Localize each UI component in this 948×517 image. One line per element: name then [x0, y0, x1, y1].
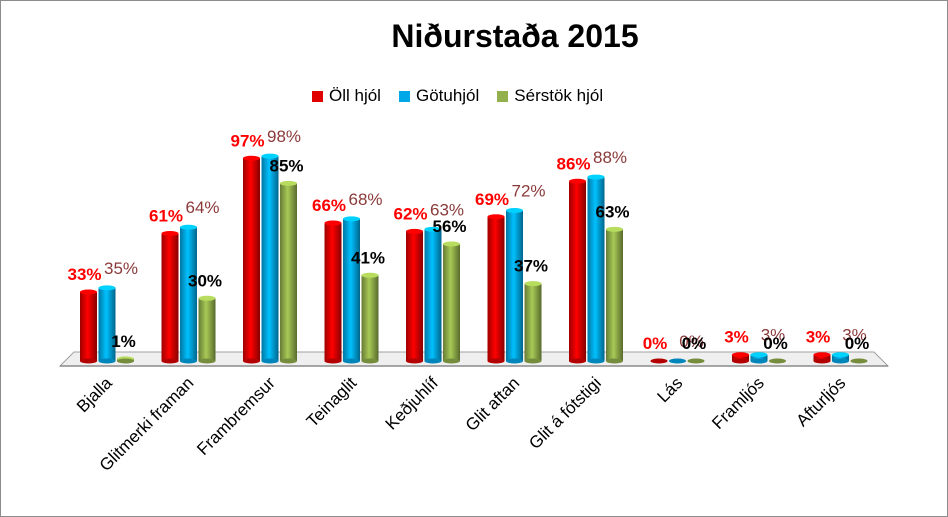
bar-all-bikes-9: [813, 352, 831, 364]
legend-label-street-bikes: Götuhjól: [415, 86, 480, 105]
bar-street-bikes-1: [180, 224, 197, 364]
x-tick-label-2: Frambremsur: [193, 373, 279, 459]
data-label-street-bikes-5: 72%: [511, 182, 545, 201]
bar-street-bikes-5: [506, 208, 523, 364]
bar-special-bikes-7: [687, 358, 705, 364]
bar-special-bikes-5: [524, 281, 542, 364]
bar-special-bikes-4: [443, 241, 460, 364]
bar-special-bikes-9: [850, 358, 868, 364]
x-tick-label-8: Framljós: [708, 373, 768, 433]
data-label-special-bikes-0: 1%: [111, 332, 136, 351]
bar-all-bikes-0: [80, 289, 97, 364]
legend-item-special-bikes: Sérstök hjól: [497, 86, 603, 106]
x-tick-label-9: Afturljós: [792, 373, 849, 430]
x-tick-label-6: Glit á fótstigi: [525, 373, 605, 453]
data-label-street-bikes-0: 35%: [104, 259, 138, 278]
bar-special-bikes-3: [361, 272, 379, 364]
legend-item-street-bikes: Götuhjól: [398, 86, 480, 106]
bar-special-bikes-6: [606, 226, 623, 364]
bar-all-bikes-7: [650, 358, 668, 364]
data-label-street-bikes-3: 68%: [348, 190, 382, 209]
chart-title: Niðurstaða 2015: [391, 18, 639, 54]
bar-special-bikes-0: [117, 356, 134, 364]
bar-street-bikes-4: [424, 226, 442, 364]
data-label-street-bikes-2: 98%: [267, 127, 301, 146]
x-tick-label-3: Teinaglit: [303, 373, 361, 431]
chart-legend: Öll hjól Götuhjól Sérstök hjól: [312, 86, 603, 106]
legend-swatch-special-bikes: [497, 90, 509, 102]
data-label-all-bikes-0: 33%: [67, 265, 101, 284]
data-label-all-bikes-9: 3%: [806, 328, 831, 347]
data-label-street-bikes-7: 0%: [679, 332, 704, 351]
data-label-all-bikes-1: 61%: [149, 207, 183, 226]
bar-street-bikes-0: [98, 285, 116, 364]
x-tick-label-4: Keðjuhlíf: [382, 373, 442, 433]
data-label-special-bikes-7: 0%: [682, 334, 707, 353]
legend-label-all-bikes: Öll hjól: [329, 86, 381, 105]
legend-label-special-bikes: Sérstök hjól: [514, 86, 604, 105]
data-label-street-bikes-6: 88%: [593, 148, 627, 167]
data-label-all-bikes-3: 66%: [312, 196, 346, 215]
data-label-special-bikes-5: 37%: [514, 257, 548, 276]
data-label-all-bikes-6: 86%: [556, 154, 590, 173]
bar-special-bikes-8: [769, 358, 786, 364]
legend-swatch-all-bikes: [312, 90, 323, 102]
data-label-all-bikes-8: 3%: [724, 328, 749, 347]
x-tick-label-5: Glit aftan: [462, 373, 524, 435]
bar-street-bikes-3: [343, 216, 360, 364]
x-tick-label-0: Bjalla: [73, 373, 116, 416]
bar-all-bikes-8: [732, 352, 749, 364]
data-label-special-bikes-8: 0%: [763, 334, 788, 353]
data-label-street-bikes-9: 3%: [842, 326, 867, 345]
bar-street-bikes-2: [261, 153, 279, 364]
data-label-street-bikes-4: 63%: [430, 200, 464, 219]
bar-special-bikes-2: [280, 180, 297, 364]
bar-all-bikes-6: [569, 178, 586, 364]
data-label-special-bikes-9: 0%: [845, 334, 870, 353]
bar-street-bikes-9: [832, 352, 849, 364]
data-label-special-bikes-6: 63%: [595, 202, 629, 221]
data-label-street-bikes-1: 64%: [185, 198, 219, 217]
bar-all-bikes-5: [487, 214, 505, 364]
bar-all-bikes-1: [161, 231, 179, 364]
data-label-all-bikes-5: 69%: [475, 190, 509, 209]
bar-all-bikes-4: [406, 228, 423, 364]
legend-item-all-bikes: Öll hjól: [312, 86, 381, 106]
data-label-all-bikes-7: 0%: [643, 334, 668, 353]
data-label-special-bikes-2: 85%: [269, 156, 303, 175]
data-label-all-bikes-2: 97%: [230, 131, 264, 150]
bar-special-bikes-1: [198, 295, 216, 364]
bar-all-bikes-3: [324, 220, 342, 364]
legend-swatch-street-bikes: [398, 90, 410, 102]
bar-street-bikes-6: [587, 174, 605, 364]
bar-street-bikes-8: [750, 352, 768, 364]
data-label-street-bikes-8: 3%: [761, 326, 786, 345]
data-label-special-bikes-3: 41%: [351, 248, 385, 267]
data-label-all-bikes-4: 62%: [393, 204, 427, 223]
bar-street-bikes-7: [669, 358, 686, 364]
bar-all-bikes-2: [243, 155, 260, 364]
x-tick-label-7: Lás: [654, 373, 687, 406]
data-label-special-bikes-4: 56%: [432, 217, 466, 236]
data-label-special-bikes-1: 30%: [188, 271, 222, 290]
